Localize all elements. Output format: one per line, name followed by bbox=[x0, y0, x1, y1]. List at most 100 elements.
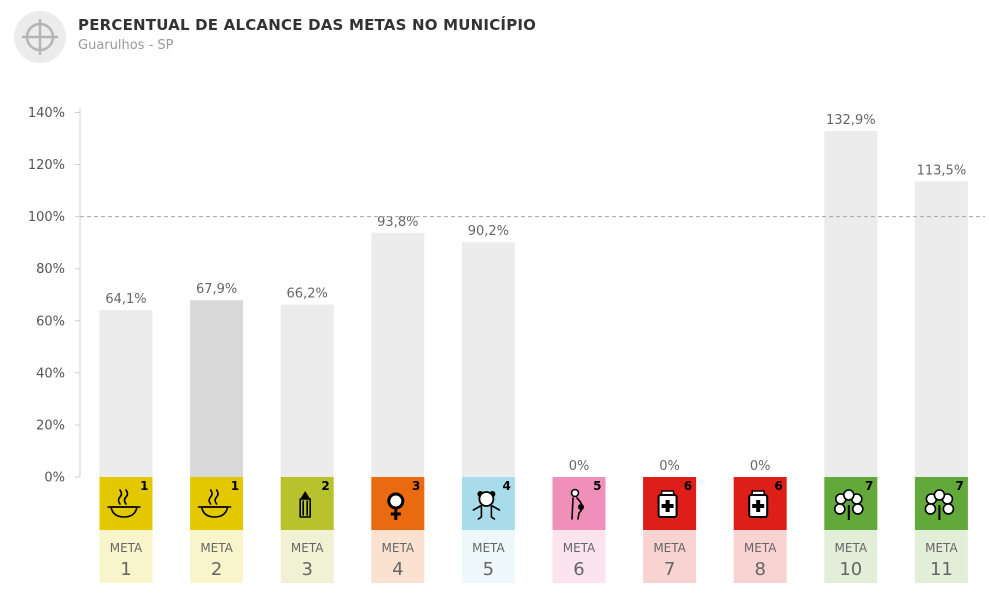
meta-label-number: 3 bbox=[301, 559, 312, 580]
meta-label-prefix: META bbox=[472, 541, 505, 555]
steam-line bbox=[123, 489, 129, 505]
chart-subtitle: Guarulhos - SP bbox=[78, 38, 174, 53]
meta-label: META 4 bbox=[371, 530, 425, 583]
meta-label-number: 2 bbox=[211, 559, 222, 580]
chart-header: PERCENTUAL DE ALCANCE DAS METAS NO MUNIC… bbox=[0, 0, 989, 70]
meta-label: META 2 bbox=[190, 530, 244, 583]
badge-number: 3 bbox=[412, 479, 420, 493]
meta-label-prefix: META bbox=[835, 541, 868, 555]
meta-label-prefix: META bbox=[291, 541, 324, 555]
meta-badge: 7 bbox=[824, 477, 878, 530]
meta-label-prefix: META bbox=[200, 541, 233, 555]
bar bbox=[461, 242, 515, 477]
crosshair-logo-icon bbox=[14, 11, 66, 63]
bowl-icon bbox=[197, 489, 232, 518]
badge-number: 1 bbox=[140, 479, 148, 493]
plant-leaf bbox=[924, 503, 937, 515]
badge-number: 7 bbox=[865, 479, 873, 493]
badge-number: 6 bbox=[684, 479, 692, 493]
y-tick-label: 120% bbox=[28, 158, 65, 173]
meta-label: META 1 bbox=[99, 530, 153, 583]
meta-label: META 3 bbox=[280, 530, 334, 583]
bowl-shape bbox=[110, 506, 138, 518]
badge-number: 4 bbox=[503, 479, 511, 493]
bar bbox=[99, 310, 153, 477]
meta-label-number: 4 bbox=[392, 559, 403, 580]
meta-label-bg bbox=[280, 530, 334, 583]
meta-label-prefix: META bbox=[563, 541, 596, 555]
meta-label: META 11 bbox=[914, 530, 968, 583]
meta-label-number: 1 bbox=[120, 559, 131, 580]
steam-line bbox=[214, 489, 219, 505]
badge-number: 2 bbox=[321, 479, 329, 493]
bar bbox=[914, 181, 968, 478]
bowl-icon bbox=[107, 489, 141, 518]
meta-label-prefix: META bbox=[382, 541, 415, 555]
bar-value-label: 67,9% bbox=[196, 282, 237, 297]
meta-label-bg bbox=[552, 530, 606, 583]
badge-tile bbox=[552, 477, 606, 530]
meta-badge: 1 bbox=[190, 477, 244, 530]
bowl-shape bbox=[200, 506, 229, 518]
meta-badge: 5 bbox=[552, 477, 606, 530]
bar-value-label: 132,9% bbox=[826, 113, 876, 128]
meta-label-prefix: META bbox=[925, 541, 958, 555]
badge-number: 5 bbox=[593, 479, 601, 493]
meta-label-prefix: META bbox=[653, 541, 686, 555]
bar-value-label: 0% bbox=[569, 459, 590, 474]
bar-value-label: 113,5% bbox=[917, 163, 967, 178]
bar-value-label: 93,8% bbox=[377, 215, 418, 230]
meta-label-bg bbox=[99, 530, 153, 583]
teddy-bear-icon bbox=[472, 491, 501, 520]
pencil-tip bbox=[300, 491, 311, 499]
meta-label-number: 8 bbox=[754, 559, 765, 580]
meta-label-prefix: META bbox=[744, 541, 777, 555]
meta-label-bg bbox=[371, 530, 425, 583]
plant-leaf bbox=[933, 489, 946, 501]
meta-badge: 3 bbox=[371, 477, 425, 530]
pregnant-woman-icon bbox=[570, 488, 584, 520]
bar-value-label: 0% bbox=[659, 459, 680, 474]
y-tick-label: 140% bbox=[28, 106, 65, 121]
y-tick-label: 80% bbox=[36, 262, 65, 277]
meta-badge: 7 bbox=[914, 477, 968, 530]
badge-tile bbox=[914, 477, 968, 530]
meta-label-bg bbox=[190, 530, 244, 583]
y-tick-label: 100% bbox=[28, 210, 65, 225]
badge-number: 1 bbox=[231, 479, 239, 493]
y-tick-label: 20% bbox=[36, 418, 65, 433]
meta-label: META 7 bbox=[643, 530, 697, 583]
meta-label-number: 6 bbox=[573, 559, 584, 580]
plant-leaf bbox=[842, 489, 855, 501]
bar bbox=[824, 130, 878, 477]
badge-number: 6 bbox=[774, 479, 782, 493]
medicine-bottle-icon bbox=[657, 490, 678, 518]
plant-icon bbox=[833, 489, 864, 520]
pencil-icon bbox=[299, 491, 312, 518]
y-tick-label: 40% bbox=[36, 366, 65, 381]
woman-head bbox=[570, 488, 580, 498]
bar-value-label: 0% bbox=[750, 459, 771, 474]
y-tick-label: 0% bbox=[44, 471, 65, 486]
badge-number: 7 bbox=[956, 479, 964, 493]
plant-leaf bbox=[942, 503, 955, 515]
meta-label-bg bbox=[461, 530, 515, 583]
meta-label-bg bbox=[643, 530, 697, 583]
bear-body bbox=[472, 505, 501, 520]
meta-label-number: 7 bbox=[664, 559, 675, 580]
female-symbol-icon bbox=[387, 492, 405, 520]
meta-label: META 8 bbox=[733, 530, 787, 583]
bar-value-label: 90,2% bbox=[468, 224, 509, 239]
meta-label-number: 5 bbox=[483, 559, 494, 580]
female-circle bbox=[387, 492, 405, 510]
bar-value-label: 66,2% bbox=[287, 287, 328, 302]
meta-label-prefix: META bbox=[110, 541, 143, 555]
meta-badge: 2 bbox=[280, 477, 334, 530]
meta-badge: 4 bbox=[461, 477, 515, 530]
bar-value-label: 64,1% bbox=[105, 292, 146, 307]
meta-badge: 6 bbox=[643, 477, 697, 530]
bar bbox=[371, 232, 425, 477]
y-tick-label: 60% bbox=[36, 314, 65, 329]
meta-label-bg bbox=[824, 530, 878, 583]
steam-line bbox=[117, 489, 123, 505]
